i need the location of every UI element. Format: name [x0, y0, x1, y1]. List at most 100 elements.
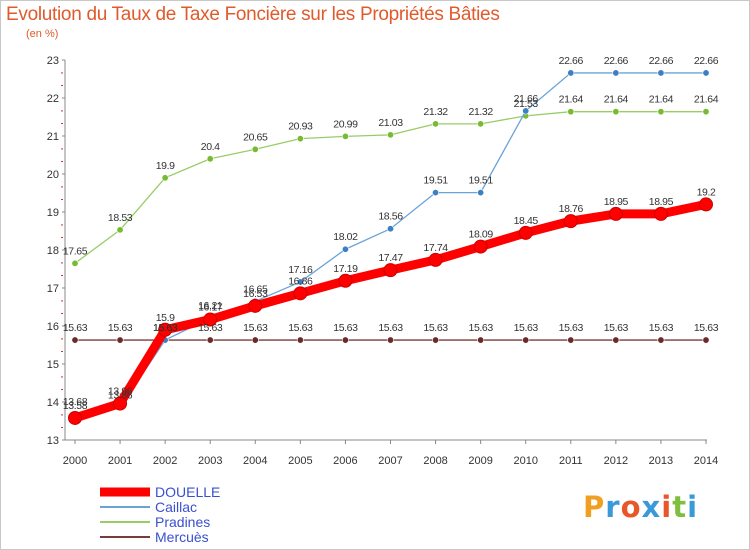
x-tick-label: 2008 — [423, 455, 447, 467]
point-pradines — [71, 259, 79, 267]
point-caillac — [522, 107, 530, 115]
y-minor-tick — [61, 186, 63, 188]
data-label-douelle: 18.09 — [469, 229, 494, 241]
data-label-caillac: 19.51 — [469, 175, 494, 187]
data-label-douelle: 19.2 — [697, 186, 716, 198]
point-pradines — [206, 155, 214, 163]
point-douelle — [203, 312, 218, 327]
chart-subtitle: (en %) — [26, 28, 59, 40]
data-label-douelle: 18.95 — [604, 196, 629, 208]
y-minor-tick — [61, 414, 63, 416]
point-mercus — [477, 336, 485, 344]
data-label-mercus: 15.63 — [423, 322, 448, 334]
x-tick-label: 2007 — [378, 455, 402, 467]
y-tick-label: 15 — [47, 359, 59, 371]
point-douelle — [293, 286, 308, 301]
point-mercus — [702, 336, 710, 344]
point-pradines — [702, 108, 710, 116]
data-label-douelle: 18.76 — [559, 203, 584, 215]
data-label-caillac: 13.68 — [63, 396, 88, 408]
data-label-mercus: 15.63 — [649, 322, 674, 334]
y-minor-tick — [61, 84, 63, 86]
data-label-pradines: 17.65 — [63, 245, 88, 257]
point-mercus — [522, 336, 530, 344]
data-label-caillac: 21.66 — [514, 93, 539, 105]
data-label-pradines: 21.64 — [559, 94, 584, 106]
data-label-pradines: 21.32 — [469, 106, 494, 118]
data-label-caillac: 22.66 — [559, 55, 584, 67]
x-tick-label: 2010 — [513, 455, 537, 467]
y-tick-label: 16 — [47, 321, 59, 333]
data-label-mercus: 15.63 — [694, 322, 719, 334]
point-pradines — [161, 174, 169, 182]
logo-letter: i — [661, 490, 673, 524]
point-caillac — [386, 225, 394, 233]
data-label-pradines: 19.9 — [156, 160, 175, 172]
data-label-mercus: 15.63 — [153, 322, 178, 334]
data-label-mercus: 15.63 — [243, 322, 268, 334]
y-minor-tick — [61, 122, 63, 124]
x-tick-label: 2004 — [243, 455, 267, 467]
point-mercus — [341, 336, 349, 344]
point-mercus — [116, 336, 124, 344]
y-minor-tick — [61, 72, 63, 74]
data-label-mercus: 15.63 — [198, 322, 223, 334]
data-label-douelle: 16.53 — [243, 288, 268, 300]
data-label-douelle: 17.74 — [423, 242, 448, 254]
y-minor-tick — [61, 312, 63, 314]
x-tick-label: 2003 — [198, 455, 222, 467]
point-douelle — [563, 214, 578, 229]
chart-title: Evolution du Taux de Taxe Foncière sur l… — [6, 4, 500, 25]
data-label-mercus: 15.63 — [604, 322, 629, 334]
data-label-caillac: 16.21 — [198, 300, 223, 312]
data-label-mercus: 15.63 — [514, 322, 539, 334]
y-minor-tick — [61, 110, 63, 112]
y-minor-tick — [61, 338, 63, 340]
point-mercus — [432, 336, 440, 344]
y-tick-label: 20 — [47, 169, 59, 181]
data-label-caillac: 13.86 — [108, 389, 133, 401]
data-label-caillac: 19.51 — [423, 175, 448, 187]
point-caillac — [432, 189, 440, 197]
y-tick-label: 19 — [47, 207, 59, 219]
point-caillac — [477, 189, 485, 197]
x-tick-label: 2014 — [694, 455, 718, 467]
data-label-douelle: 18.45 — [514, 215, 539, 227]
point-pradines — [657, 108, 665, 116]
x-tick-label: 2011 — [559, 455, 583, 467]
data-label-douelle: 16.17 — [198, 302, 223, 314]
data-label-mercus: 15.63 — [63, 322, 88, 334]
data-label-mercus: 15.63 — [378, 322, 403, 334]
point-caillac — [612, 69, 620, 77]
logo-letter: i — [687, 490, 699, 524]
data-label-mercus: 15.63 — [333, 322, 358, 334]
x-tick-label: 2012 — [604, 455, 628, 467]
point-pradines — [296, 135, 304, 143]
logo-letter: x — [641, 490, 662, 524]
data-label-caillac: 22.66 — [649, 55, 674, 67]
x-tick-label: 2013 — [649, 455, 673, 467]
point-pradines — [477, 120, 485, 128]
legend-label-pradines: Pradines — [155, 514, 210, 530]
legend-label-caillac: Caillac — [155, 499, 197, 515]
y-tick-label: 13 — [47, 435, 59, 447]
data-label-douelle: 18.95 — [649, 196, 674, 208]
data-label-pradines: 21.64 — [694, 94, 719, 106]
x-tick-label: 2009 — [468, 455, 492, 467]
data-label-pradines: 21.64 — [604, 94, 629, 106]
point-mercus — [567, 336, 575, 344]
y-minor-tick — [61, 300, 63, 302]
point-caillac — [657, 69, 665, 77]
y-tick-label: 17 — [47, 283, 59, 295]
data-label-caillac: 22.66 — [694, 55, 719, 67]
point-douelle — [428, 252, 443, 267]
data-label-mercus: 15.63 — [108, 322, 133, 334]
y-minor-tick — [61, 198, 63, 200]
point-douelle — [113, 396, 128, 411]
point-caillac — [567, 69, 575, 77]
data-label-pradines: 21.64 — [649, 94, 674, 106]
y-tick-label: 14 — [47, 397, 59, 409]
data-label-douelle: 15.9 — [156, 312, 175, 324]
y-minor-tick — [61, 426, 63, 428]
